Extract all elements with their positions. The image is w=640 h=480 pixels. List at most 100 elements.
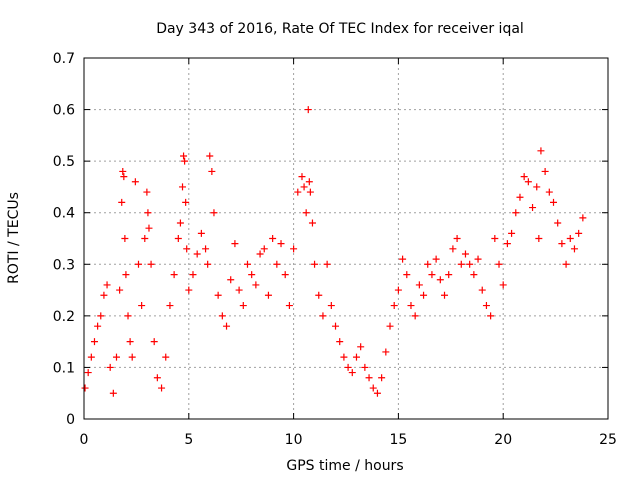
data-point (235, 286, 243, 294)
y-tick-label: 0.2 (53, 309, 75, 325)
data-point (378, 374, 386, 382)
data-point (150, 338, 158, 346)
data-point (290, 245, 298, 253)
data-point (158, 384, 166, 392)
data-point (319, 312, 327, 320)
data-point (214, 291, 222, 299)
x-tick-label: 0 (80, 432, 89, 448)
data-point (436, 276, 444, 284)
data-point (386, 322, 394, 330)
data-point (141, 235, 149, 242)
y-axis-label: ROTI / TECUs (6, 192, 22, 284)
data-point (382, 348, 390, 356)
data-point (327, 302, 335, 310)
data-point (269, 235, 277, 242)
data-point (570, 245, 578, 253)
data-point (231, 240, 239, 248)
data-point (428, 271, 436, 279)
plot-frame (83, 57, 609, 420)
data-point (204, 260, 212, 268)
y-tick-label: 0 (66, 412, 75, 428)
data-point (294, 188, 302, 196)
data-point (147, 260, 155, 268)
data-point (180, 152, 188, 160)
data-point (128, 353, 136, 361)
x-tick-label: 15 (389, 432, 407, 448)
data-point (122, 271, 130, 279)
data-point (562, 260, 570, 268)
data-point (554, 219, 562, 227)
chart-title: Day 343 of 2016, Rate Of TEC Index for r… (156, 21, 524, 37)
data-point (302, 209, 310, 217)
data-point (181, 157, 189, 165)
data-point (394, 286, 402, 294)
data-point (256, 250, 264, 258)
data-point (138, 302, 146, 310)
data-point (348, 369, 356, 377)
data-point (487, 312, 495, 320)
data-point (277, 240, 285, 248)
data-point (415, 281, 423, 289)
data-point (162, 353, 170, 361)
data-point (260, 245, 268, 253)
data-point (424, 260, 432, 268)
y-tick-label: 0.4 (53, 206, 75, 222)
data-point (124, 312, 132, 320)
data-point (453, 235, 461, 242)
data-point (340, 353, 348, 361)
data-point (305, 178, 313, 186)
x-tick-label: 10 (285, 432, 303, 448)
data-point (131, 178, 139, 186)
data-point (524, 178, 532, 186)
data-point (369, 384, 377, 392)
y-tick-label: 0.7 (53, 51, 75, 67)
data-point (533, 183, 541, 191)
data-point (535, 235, 543, 242)
data-point (558, 240, 566, 248)
data-point (420, 291, 428, 299)
data-point (243, 260, 251, 268)
data-point (575, 229, 583, 237)
data-point (579, 214, 587, 222)
data-point (304, 106, 312, 114)
data-point (499, 281, 507, 289)
data-point (474, 255, 482, 263)
data-point (193, 250, 201, 258)
data-point (185, 286, 193, 294)
data-point (403, 271, 411, 279)
data-point (545, 188, 553, 196)
data-point (134, 260, 142, 268)
data-point (411, 312, 419, 320)
data-point (311, 260, 319, 268)
data-point (449, 245, 457, 253)
data-point (432, 255, 440, 263)
data-point (482, 302, 490, 310)
data-point (323, 260, 331, 268)
y-tick-label: 0.5 (53, 154, 75, 170)
data-point (84, 369, 92, 377)
data-point (336, 338, 344, 346)
data-point (457, 260, 465, 268)
data-point (390, 302, 398, 310)
data-point (300, 183, 308, 191)
data-point (218, 312, 226, 320)
data-point (121, 235, 129, 242)
data-point (106, 363, 114, 371)
x-tick-label: 20 (494, 432, 512, 448)
data-point (176, 219, 184, 227)
data-point (529, 204, 537, 212)
data-point (252, 281, 260, 289)
data-point (315, 291, 323, 299)
data-point (503, 240, 511, 248)
data-point (166, 302, 174, 310)
data-point (520, 173, 528, 181)
data-point (126, 338, 134, 346)
data-point (445, 271, 453, 279)
data-point (461, 250, 469, 258)
y-tick-label: 0.3 (53, 257, 75, 273)
data-point (239, 302, 247, 310)
data-point (508, 229, 516, 237)
data-point (182, 198, 190, 206)
data-point (273, 260, 281, 268)
